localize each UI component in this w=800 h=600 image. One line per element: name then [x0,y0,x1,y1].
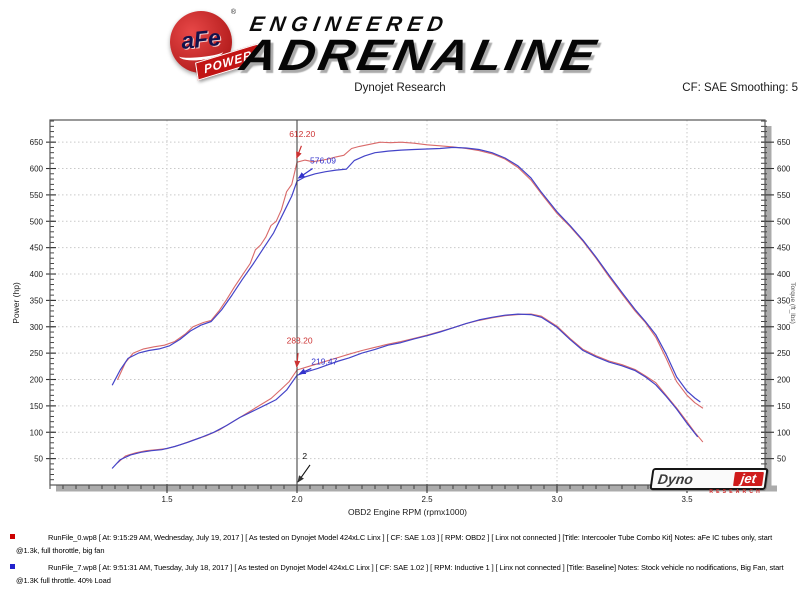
svg-text:50: 50 [777,455,786,464]
run-legend: RunFile_0.wp8 [ At: 9:15:29 AM, Wednesda… [0,531,794,591]
svg-text:550: 550 [30,191,44,200]
curve-baseline-power [111,146,701,403]
svg-text:100: 100 [30,428,44,437]
y-axis-label-torque: Torque (ft_lbs) [789,282,796,324]
svg-text:600: 600 [777,165,791,174]
svg-text:450: 450 [30,244,44,253]
blue-run-swatch [10,564,15,569]
svg-text:250: 250 [30,349,44,358]
svg-text:200: 200 [30,376,44,385]
plot-shadow-bottom [56,485,777,492]
svg-text:612.20: 612.20 [289,129,315,139]
svg-text:3.0: 3.0 [551,495,563,504]
svg-text:450: 450 [777,244,791,253]
cursor-value-label: 2 [302,451,307,461]
plot-shadow-right [765,126,772,491]
adrenaline-text: ADRENALINE [236,31,603,80]
svg-text:300: 300 [30,323,44,332]
svg-text:500: 500 [30,217,44,226]
dynojet-logo-dyno: Dyno [656,471,695,487]
svg-text:100: 100 [777,428,791,437]
svg-text:650: 650 [777,138,791,147]
svg-text:150: 150 [30,402,44,411]
axis-ticks [46,120,774,493]
svg-text:3.5: 3.5 [681,495,693,504]
subheader: Dynojet Research CF: SAE Smoothing: 5 [0,82,800,98]
svg-text:150: 150 [777,402,791,411]
curve-intercooler-power [117,141,704,409]
svg-text:500: 500 [777,217,791,226]
svg-text:200: 200 [777,376,791,385]
svg-text:300: 300 [777,323,791,332]
rpm-cursor[interactable]: 2 [296,120,311,485]
svg-text:50: 50 [34,455,43,464]
svg-text:1.5: 1.5 [161,495,173,504]
smoothing-setting: CF: SAE Smoothing: 5 [682,82,798,94]
y-axis-label-power: Power (hp) [11,282,21,324]
svg-text:600: 600 [30,165,44,174]
x-axis-label: OBD2 Engine RPM (rpmx1000) [348,507,467,517]
plot-border [49,119,766,486]
run-legend-text: RunFile_7.wp8 [ At: 9:51:31 AM, Tuesday,… [16,563,784,585]
svg-text:219.47: 219.47 [311,357,337,367]
svg-text:400: 400 [30,270,44,279]
run-legend-row-baseline: RunFile_7.wp8 [ At: 9:51:31 AM, Tuesday,… [0,561,794,587]
svg-text:2.0: 2.0 [291,495,303,504]
annotation-219.47: 219.47 [298,357,338,375]
svg-text:400: 400 [777,270,791,279]
cursor-arrow-icon [297,464,311,483]
registered-mark: ® [230,9,236,16]
red-run-swatch [10,534,15,539]
dynojet-logo: Dyno jet [649,468,769,490]
dynojet-research-text: RESEARCH [709,489,763,495]
svg-text:250: 250 [777,349,791,358]
run-legend-row-intercooler: RunFile_0.wp8 [ At: 9:15:29 AM, Wednesda… [0,531,794,557]
annotation-576.09: 576.09 [297,155,336,179]
svg-text:650: 650 [30,138,44,147]
dynojet-logo-jet: jet [732,471,764,486]
chart-title: Dynojet Research [354,82,446,94]
curve-baseline-torque [111,313,699,469]
annotation-283.20: 283.20 [287,336,313,368]
svg-text:350: 350 [777,296,791,305]
svg-text:576.09: 576.09 [310,155,336,165]
svg-text:550: 550 [777,191,791,200]
annotation-612.20: 612.20 [289,129,315,159]
svg-text:283.20: 283.20 [287,336,313,346]
svg-text:350: 350 [30,296,44,305]
run-legend-text: RunFile_0.wp8 [ At: 9:15:29 AM, Wednesda… [16,533,773,555]
brand-header: aFe ® POWER ENGINEERED ADRENALINE [0,0,800,81]
svg-text:2.5: 2.5 [421,495,433,504]
curve-intercooler-torque [117,313,704,464]
gridlines [50,120,765,485]
